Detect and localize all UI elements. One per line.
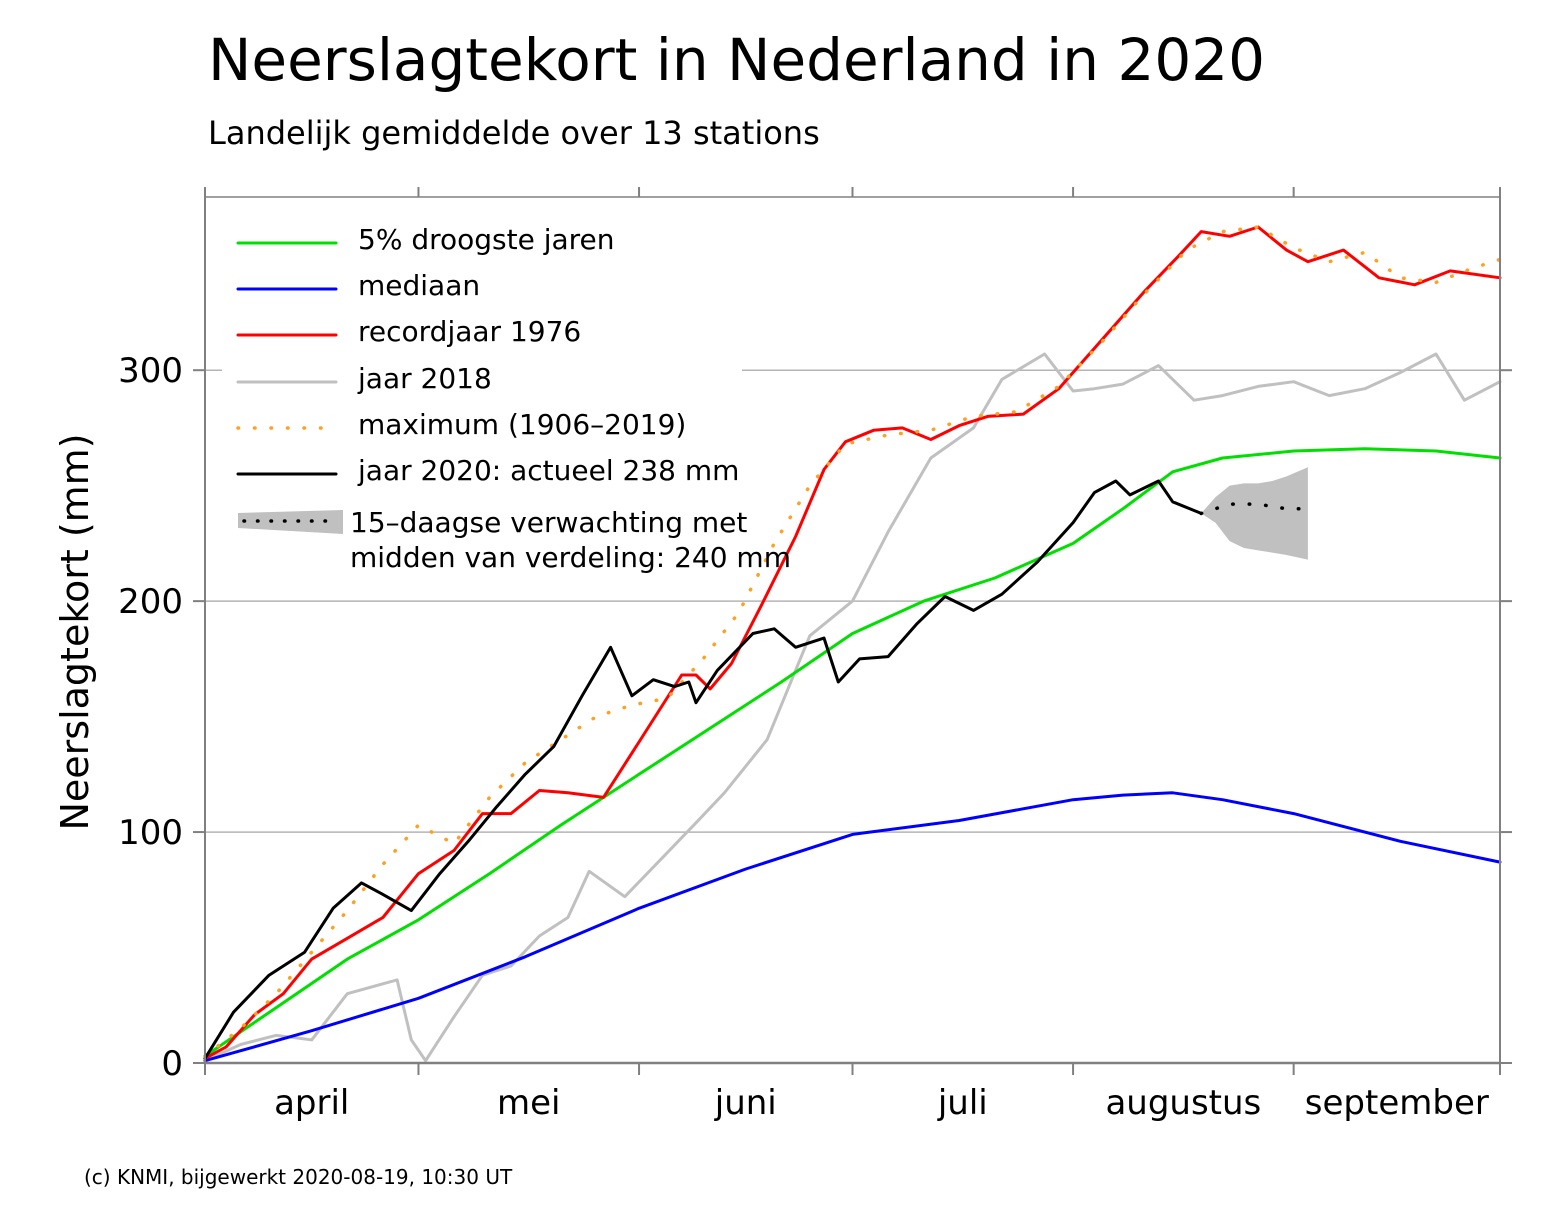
legend-swatch-forecast — [238, 510, 343, 534]
month-label-april: april — [274, 1083, 349, 1123]
month-label-september: september — [1305, 1083, 1489, 1123]
chart-subtitle: Landelijk gemiddelde over 13 stations — [208, 114, 820, 152]
legend-label-1: mediaan — [358, 269, 480, 302]
chart-title: Neerslagtekort in Nederland in 2020 — [208, 26, 1265, 94]
legend-label-2: recordjaar 1976 — [358, 315, 581, 348]
month-label-juli: juli — [937, 1083, 988, 1123]
series-line-1: mediaan — [203, 791, 1502, 1063]
legend-label-forecast-line2: midden van verdeling: 240 mm — [350, 541, 791, 574]
y-tick-label-100: 100 — [118, 813, 183, 853]
legend-label-4: maximum (1906–2019) — [358, 408, 686, 441]
y-tick-label-0: 0 — [161, 1044, 183, 1084]
legend-label-forecast: 15–daagse verwachting met — [350, 506, 747, 539]
series-line-4: maximum (1906–2019) — [203, 225, 1502, 1058]
footer-credit: (c) KNMI, bijgewerkt 2020-08-19, 10:30 U… — [84, 1165, 513, 1189]
month-label-augustus: augustus — [1105, 1083, 1261, 1123]
legend-label-0: 5% droogste jaren — [358, 223, 615, 256]
forecast-band-layer — [1201, 467, 1308, 560]
series-layer: jaar 2018mediaan5% droogste jarenrecordj… — [203, 225, 1502, 1063]
y-tick-label-200: 200 — [118, 582, 183, 622]
legend: 5% droogste jaren mediaan recordjaar 1976 j… — [222, 212, 791, 582]
forecast-band — [1201, 467, 1308, 560]
series-line-5: jaar 2020: actueel 238 mm — [203, 479, 1203, 1060]
series-line-3: jaar 2018 — [203, 352, 1502, 1063]
y-tick-label-300: 300 — [118, 351, 183, 391]
series-line-0: 5% droogste jaren — [203, 447, 1502, 1058]
y-axis-label: Neerslagtekort (mm) — [53, 433, 97, 830]
month-label-juni: juni — [714, 1083, 777, 1123]
month-label-mei: mei — [497, 1083, 560, 1123]
axes: 0 100 200 300 april mei juni juli augustus septem… — [118, 187, 1512, 1123]
legend-label-3: jaar 2018 — [357, 362, 492, 395]
legend-label-5: jaar 2020: actueel 238 mm — [357, 454, 739, 487]
